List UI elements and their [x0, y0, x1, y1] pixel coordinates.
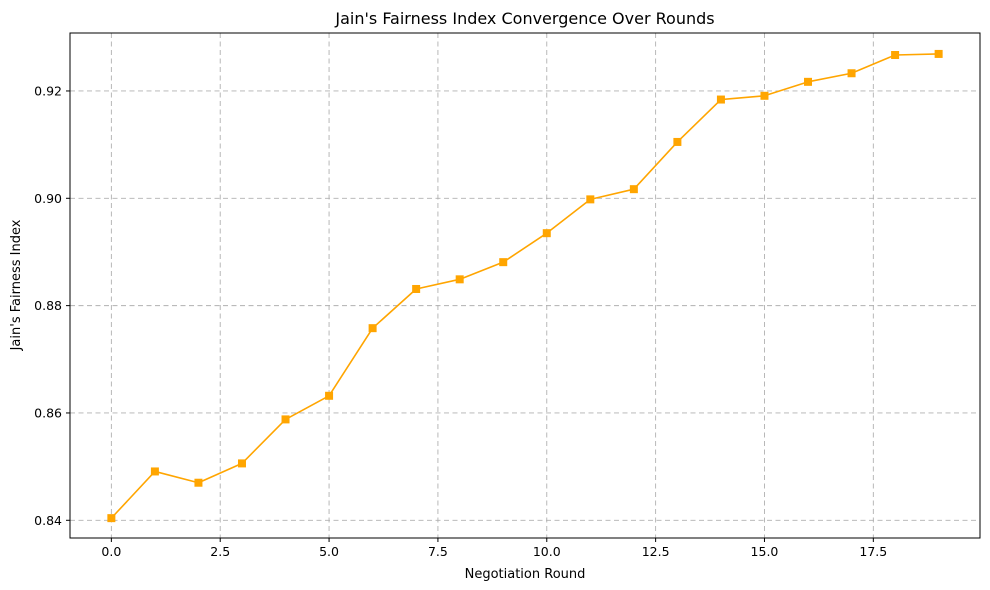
data-point-marker — [455, 275, 464, 284]
data-point-marker — [412, 284, 421, 293]
x-tick-label: 12.5 — [642, 544, 670, 559]
x-tick-label: 15.0 — [751, 544, 779, 559]
data-point-marker — [499, 258, 508, 267]
data-point-marker — [368, 324, 377, 333]
data-point-marker — [586, 195, 595, 204]
x-tick-label: 17.5 — [859, 544, 887, 559]
data-point-marker — [237, 459, 246, 468]
data-points — [107, 49, 943, 523]
x-axis-ticks: 0.0 2.5 5.0 7.5 10.0 12.5 15.0 17.5 — [101, 538, 887, 559]
y-axis-label: Jain's Fairness Index — [9, 219, 24, 351]
y-tick-label: 0.90 — [34, 191, 62, 206]
data-point-marker — [281, 415, 290, 424]
x-tick-label: 2.5 — [210, 544, 230, 559]
y-tick-label: 0.88 — [34, 298, 62, 313]
chart-title: Jain's Fairness Index Convergence Over R… — [334, 9, 714, 28]
x-axis-label: Negotiation Round — [465, 567, 586, 582]
data-point-marker — [629, 185, 638, 194]
data-point-marker — [194, 478, 203, 487]
y-axis-ticks: 0.84 0.86 0.88 0.90 0.92 — [34, 83, 70, 528]
data-point-marker — [804, 77, 813, 86]
data-point-marker — [673, 137, 682, 146]
y-tick-label: 0.86 — [34, 405, 62, 420]
x-tick-label: 10.0 — [533, 544, 561, 559]
grid-lines — [70, 33, 980, 538]
series-line — [110, 53, 939, 519]
x-tick-label: 0.0 — [101, 544, 121, 559]
data-point-marker — [325, 391, 334, 400]
x-tick-label: 7.5 — [428, 544, 448, 559]
series-line-layer — [110, 53, 939, 519]
data-point-marker — [542, 229, 551, 238]
x-tick-label: 5.0 — [319, 544, 339, 559]
plot-frame — [69, 32, 981, 539]
y-tick-label: 0.92 — [34, 83, 62, 98]
data-point-marker — [891, 51, 900, 60]
data-point-marker — [934, 49, 943, 58]
data-point-marker — [847, 69, 856, 78]
y-tick-label: 0.84 — [34, 513, 62, 528]
data-point-marker — [150, 467, 159, 476]
data-point-marker — [107, 514, 116, 523]
data-point-marker — [716, 95, 725, 104]
data-point-marker — [760, 91, 769, 100]
